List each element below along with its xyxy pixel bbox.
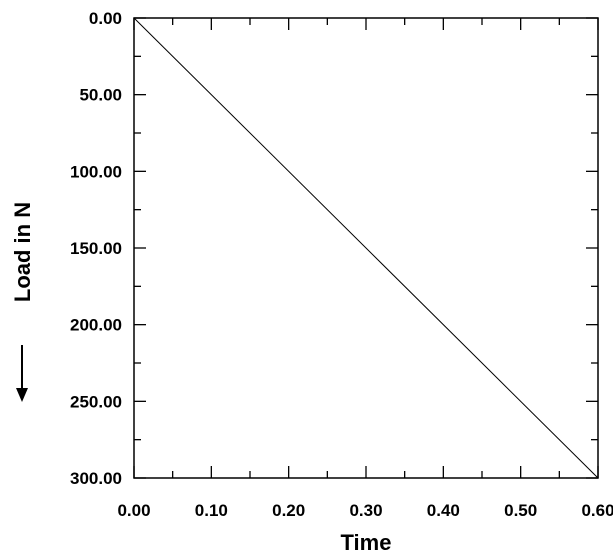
y-tick-label: 100.00 bbox=[70, 162, 122, 181]
y-axis-title-group: Load in N bbox=[10, 202, 35, 402]
y-tick-label: 50.00 bbox=[79, 86, 122, 105]
y-axis-ticks bbox=[134, 17, 598, 479]
y-tick-label: 250.00 bbox=[70, 392, 122, 411]
y-tick-label: 150.00 bbox=[70, 239, 122, 258]
y-axis-tick-labels: 0.00 50.00 100.00 150.00 200.00 250.00 300.00 bbox=[70, 9, 122, 488]
x-axis-ticks bbox=[133, 18, 599, 478]
y-tick-label: 300.00 bbox=[70, 469, 122, 488]
series-line bbox=[133, 17, 599, 479]
y-tick-label: 0.00 bbox=[89, 9, 122, 28]
x-tick-label: 0.40 bbox=[427, 501, 460, 520]
x-axis-title: Time bbox=[341, 530, 392, 554]
x-tick-label: 0.00 bbox=[117, 501, 150, 520]
x-axis-tick-labels: 0.00 0.10 0.20 0.30 0.40 0.50 0.60 bbox=[117, 501, 613, 520]
y-axis-title: Load in N bbox=[10, 202, 35, 302]
x-tick-label: 0.60 bbox=[581, 501, 613, 520]
y-tick-label: 200.00 bbox=[70, 316, 122, 335]
x-tick-label: 0.30 bbox=[349, 501, 382, 520]
x-tick-label: 0.50 bbox=[504, 501, 537, 520]
x-tick-label: 0.20 bbox=[272, 501, 305, 520]
series-layer bbox=[133, 17, 599, 479]
x-tick-label: 0.10 bbox=[195, 501, 228, 520]
y-axis-direction-arrow-icon bbox=[16, 388, 28, 402]
